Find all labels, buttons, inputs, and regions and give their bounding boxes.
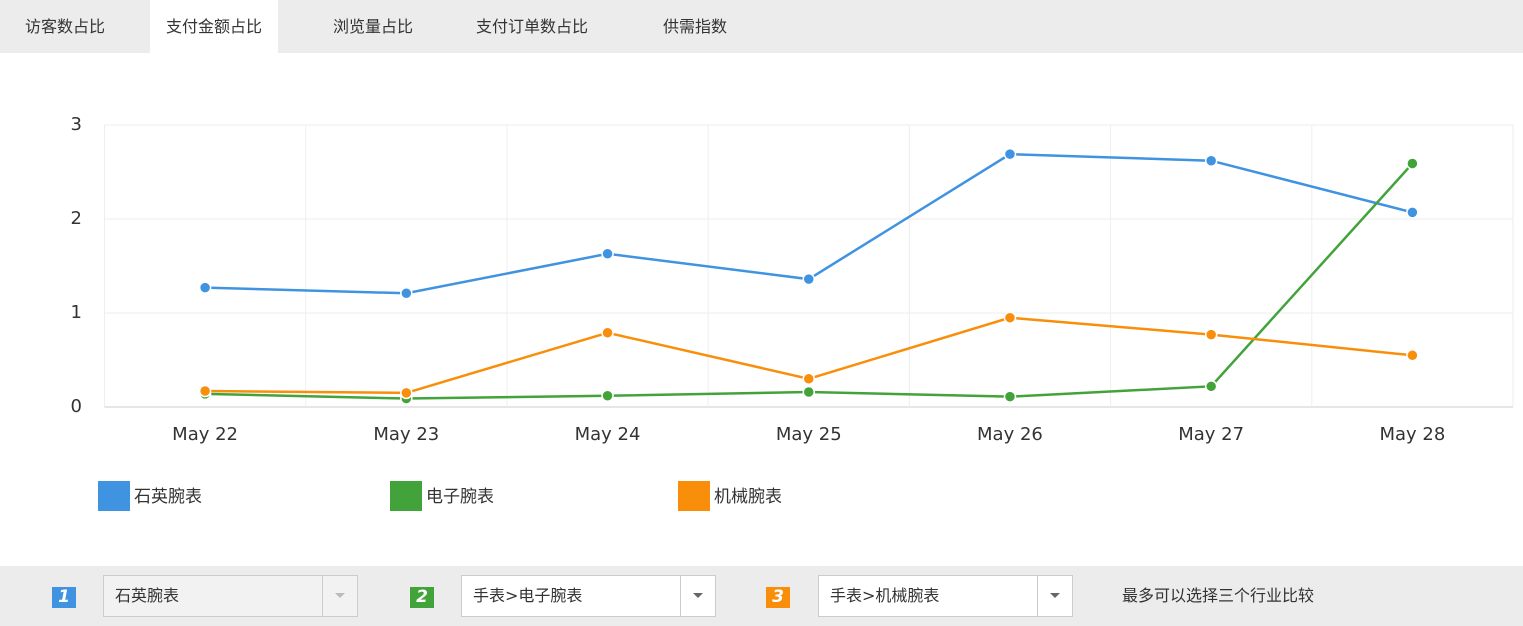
data-point bbox=[198, 281, 212, 294]
chart: 0 1 2 3 May 22 May 23 May 24 May 25 May 26 May 27… bbox=[71, 114, 1514, 511]
dropdown[interactable]: 手表>电子腕表 bbox=[461, 575, 716, 617]
legend-label: 电子腕表 bbox=[426, 487, 494, 507]
data-point bbox=[1003, 147, 1017, 161]
selector-bar: 最多可以选择三个行业比较 1 石英腕表 2 手表>电子腕表 3 手表>机械腕表 bbox=[0, 566, 1523, 626]
tab[interactable]: 访客数占比 bbox=[25, 17, 106, 36]
data-point bbox=[1204, 154, 1218, 167]
x-tick-label: May 22 bbox=[172, 424, 238, 445]
dropdown-arrow[interactable] bbox=[1037, 576, 1072, 616]
tab[interactable]: 浏览量占比 bbox=[333, 17, 414, 36]
y-tick-label: 2 bbox=[71, 208, 82, 229]
dropdown: 石英腕表 bbox=[103, 575, 358, 617]
data-point bbox=[1406, 157, 1419, 170]
dropdown-arrow bbox=[322, 576, 357, 616]
data-point bbox=[601, 389, 614, 402]
y-tick-label: 3 bbox=[71, 114, 82, 135]
legend-swatch bbox=[390, 481, 422, 511]
data-point bbox=[601, 326, 614, 339]
dropdown-arrow[interactable] bbox=[680, 576, 715, 616]
dropdown[interactable]: 手表>机械腕表 bbox=[818, 575, 1073, 617]
data-point bbox=[1204, 380, 1218, 393]
legend-label: 机械腕表 bbox=[714, 487, 782, 507]
data-point bbox=[1003, 311, 1017, 324]
legend-swatch bbox=[678, 481, 710, 511]
x-tick-label: May 23 bbox=[373, 424, 439, 445]
series-line bbox=[205, 152, 1413, 295]
data-point bbox=[601, 247, 614, 261]
note: 最多可以选择三个行业比较 bbox=[1122, 586, 1315, 605]
x-tick-label: May 26 bbox=[977, 424, 1043, 445]
dropdown-value: 手表>电子腕表 bbox=[473, 586, 583, 605]
data-point bbox=[400, 386, 413, 400]
dropdown-value: 手表>机械腕表 bbox=[830, 586, 940, 605]
data-point bbox=[1204, 328, 1218, 341]
data-point bbox=[802, 385, 815, 399]
data-point bbox=[400, 287, 413, 300]
y-tick-label: 0 bbox=[71, 396, 82, 417]
legend-label: 石英腕表 bbox=[134, 487, 202, 507]
data-point bbox=[1406, 206, 1419, 219]
dropdown-value: 石英腕表 bbox=[115, 586, 180, 605]
data-point bbox=[1003, 390, 1017, 403]
y-tick-label: 1 bbox=[71, 302, 82, 323]
x-tick-label: May 25 bbox=[776, 424, 842, 445]
tab[interactable]: 支付金额占比 bbox=[150, 0, 279, 53]
data-point bbox=[802, 372, 815, 386]
data-point bbox=[802, 272, 815, 286]
legend-swatch bbox=[98, 481, 130, 511]
data-point bbox=[1406, 349, 1419, 362]
data-point bbox=[198, 384, 212, 398]
badge: 2 bbox=[410, 587, 434, 608]
tab[interactable]: 支付订单数占比 bbox=[476, 17, 589, 36]
x-tick-label: May 27 bbox=[1178, 424, 1244, 445]
tab-bar: 访客数占比 支付金额占比 浏览量占比 支付订单数占比 供需指数 bbox=[0, 0, 1523, 53]
badge: 3 bbox=[766, 587, 790, 608]
x-tick-label: May 24 bbox=[575, 424, 641, 445]
tab[interactable]: 供需指数 bbox=[663, 17, 728, 36]
x-tick-label: May 28 bbox=[1379, 424, 1445, 445]
badge: 1 bbox=[52, 587, 76, 608]
